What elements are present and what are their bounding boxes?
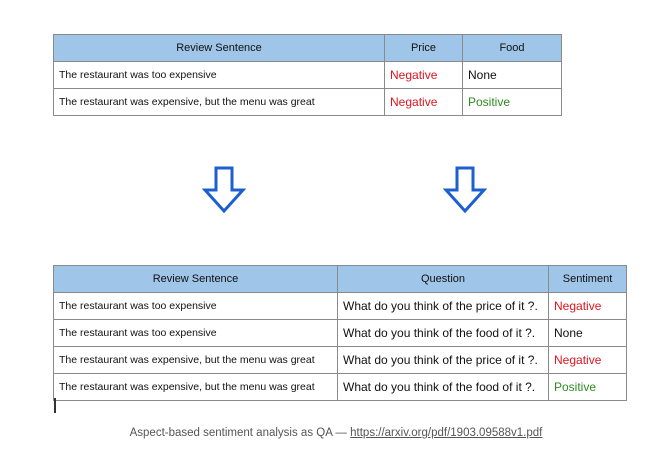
table-row: The restaurant was too expensive What do… [53,319,627,347]
table-row: The restaurant was expensive, but the me… [53,373,627,401]
caption-text: Aspect-based sentiment analysis as QA — [129,427,351,439]
qa-table: Review Sentence Question Sentiment The r… [53,265,627,401]
source-table: Review Sentence Price Food The restauran… [53,34,562,116]
qa-table-header: Review Sentence Question Sentiment [53,265,627,293]
review-sentence-cell: The restaurant was too expensive [53,61,385,89]
header-review-sentence: Review Sentence [53,265,338,293]
review-sentence-cell: The restaurant was expensive, but the me… [53,88,385,116]
question-cell: What do you think of the price of it ?. [337,292,549,320]
caption-link[interactable]: https://arxiv.org/pdf/1903.09588v1.pdf [350,427,543,439]
question-cell: What do you think of the food of it ?. [337,373,549,401]
header-review-sentence: Review Sentence [53,34,385,62]
price-label-cell: Negative [384,88,463,116]
down-arrow-icon [202,166,246,214]
food-label-cell: None [462,61,562,89]
table-row: The restaurant was expensive, but the me… [53,346,627,374]
table-row: The restaurant was expensive, but the me… [53,88,562,116]
figure-caption: Aspect-based sentiment analysis as QA — … [0,427,672,439]
price-label-cell: Negative [384,61,463,89]
text-cursor [54,398,56,413]
header-price: Price [384,34,463,62]
review-sentence-cell: The restaurant was too expensive [53,319,338,347]
food-label-cell: Positive [462,88,562,116]
question-cell: What do you think of the price of it ?. [337,346,549,374]
sentiment-cell: Positive [548,373,627,401]
header-food: Food [462,34,562,62]
sentiment-cell: Negative [548,292,627,320]
table-row: The restaurant was too expensive What do… [53,292,627,320]
sentiment-cell: Negative [548,346,627,374]
down-arrow-icon [443,166,487,214]
review-sentence-cell: The restaurant was too expensive [53,292,338,320]
table-row: The restaurant was too expensive Negativ… [53,61,562,89]
question-cell: What do you think of the food of it ?. [337,319,549,347]
header-sentiment: Sentiment [548,265,627,293]
source-table-header: Review Sentence Price Food [53,34,562,62]
header-question: Question [337,265,549,293]
sentiment-cell: None [548,319,627,347]
review-sentence-cell: The restaurant was expensive, but the me… [53,373,338,401]
review-sentence-cell: The restaurant was expensive, but the me… [53,346,338,374]
